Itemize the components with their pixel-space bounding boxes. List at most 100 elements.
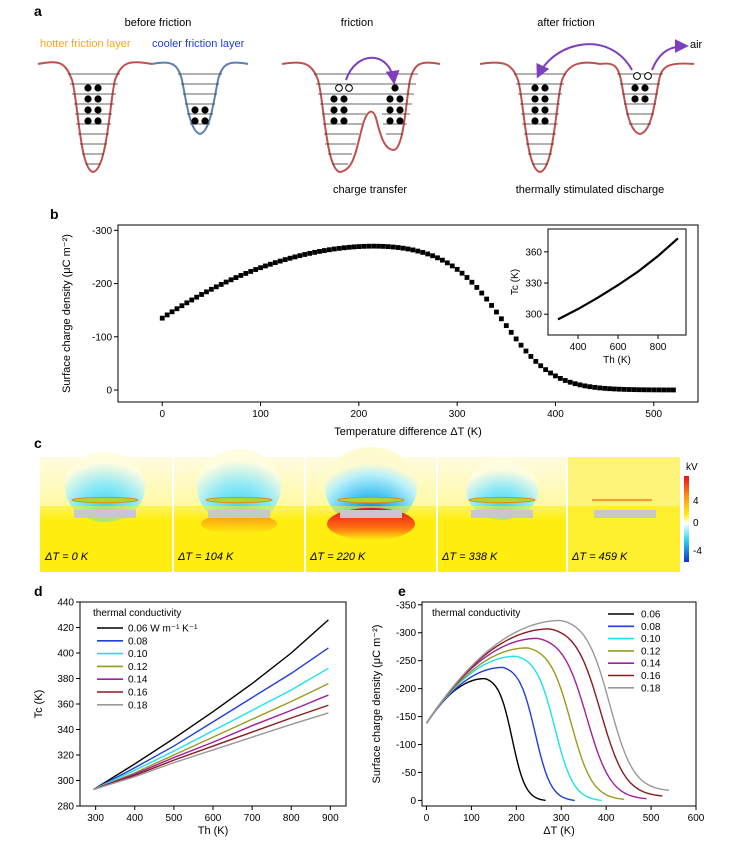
b-data-point [208, 286, 214, 292]
b-data-point [189, 297, 195, 303]
b-data-point [356, 244, 362, 249]
b-data-point [498, 316, 504, 322]
hot-potential-well [37, 61, 153, 174]
b-data-point [577, 382, 583, 388]
e-xtick-label: 400 [598, 813, 615, 824]
cooler-layer-label: cooler friction layer [152, 38, 245, 50]
b-data-point [464, 275, 470, 280]
b-data-point [656, 387, 662, 393]
d-series-line [93, 694, 329, 791]
b-data-point [626, 387, 632, 392]
d-legend-label: 0.16 [128, 688, 148, 699]
d-legend-label: 0.18 [128, 700, 148, 711]
b-data-point [366, 243, 372, 249]
b-data-point [612, 386, 617, 392]
b-data-point [287, 255, 293, 261]
b-inset-xtick-label: 600 [610, 342, 627, 353]
b-data-point [661, 387, 666, 393]
b-data-point [567, 379, 573, 385]
before-friction-title: before friction [125, 17, 192, 29]
thermal-discharge-label: thermally stimulated discharge [516, 184, 665, 196]
b-data-point [263, 263, 268, 269]
b-data-point [543, 367, 549, 373]
b-data-point [553, 373, 558, 379]
colorbar-tick-0: 0 [693, 518, 699, 529]
d-ytick-label: 280 [57, 802, 74, 813]
b-xtick-label: 200 [351, 409, 368, 420]
colorbar-unit: kV [686, 462, 698, 473]
b-data-point [523, 348, 529, 354]
b-data-point [371, 243, 376, 249]
b-data-point [592, 384, 598, 390]
e-legend-label: 0.10 [641, 634, 661, 645]
b-data-point [390, 244, 396, 250]
e-series-line [425, 666, 575, 802]
colorbar-tick-4: 4 [693, 496, 699, 507]
after-friction-wells [479, 39, 695, 174]
d-ytick-label: 320 [57, 751, 74, 762]
b-data-point [233, 275, 239, 280]
b-data-point [616, 386, 622, 392]
d-series-line [93, 682, 329, 791]
b-data-point [326, 247, 332, 253]
d-legend-label: 0.12 [128, 662, 148, 673]
b-xtick-label: 500 [645, 409, 662, 420]
b-data-point [631, 387, 637, 393]
b-data-point [562, 378, 568, 383]
b-data-point [430, 253, 435, 259]
e-xaxis-label: ΔT (K) [543, 825, 575, 837]
panel-e-chart: e 0 100 200 300 400 500 600 0 -50 -100 -150 -200 -25… [371, 584, 705, 837]
d-series-line [93, 712, 329, 791]
b-data-point [267, 261, 273, 267]
b-inset-ytick-label: 360 [525, 247, 542, 258]
e-xtick-label: 200 [508, 813, 525, 824]
b-inset-ytick-label: 300 [525, 310, 542, 321]
frame-label-104K: ΔT = 104 K [177, 551, 234, 563]
b-data-point [651, 387, 657, 393]
panel-label-b: b [50, 206, 59, 222]
b-data-point [415, 248, 421, 254]
b-data-point [597, 385, 603, 391]
e-xtick-label: 500 [643, 813, 660, 824]
panel-label-a: a [34, 3, 42, 19]
b-data-point [253, 267, 259, 272]
b-data-point [199, 292, 204, 297]
e-legend-label: 0.08 [641, 622, 661, 633]
b-data-point [277, 258, 283, 264]
b-xtick-label: 0 [159, 409, 165, 420]
e-ytick-label: -50 [402, 768, 417, 779]
field-frame-459K: ΔT = 459 K [568, 457, 680, 572]
d-xaxis-label: Th (K) [198, 825, 229, 837]
charge-transfer-label: charge transfer [333, 184, 407, 196]
d-legend-label: 0.06 W m⁻¹ K⁻¹ [128, 624, 198, 635]
b-data-point [503, 323, 509, 329]
d-ytick-label: 400 [57, 649, 74, 660]
b-data-point [213, 284, 219, 290]
e-ytick-label: -100 [396, 740, 416, 751]
panel-b-chart: b 0 100 200 300 400 500 0 -100 -200 -300 Temperatu… [50, 206, 699, 438]
b-inset-xtick-label: 800 [650, 342, 667, 353]
b-yaxis-label: Surface charge density (μC m⁻²) [61, 234, 73, 393]
b-data-point [218, 281, 224, 287]
b-data-point [381, 243, 386, 249]
b-inset-yaxis-label: Tc (K) [510, 269, 521, 295]
e-legend-label: 0.06 [641, 610, 661, 621]
d-xtick-label: 500 [166, 813, 183, 824]
b-inset-background [548, 229, 686, 335]
panel-label-d: d [34, 584, 43, 599]
b-data-point [671, 387, 676, 393]
e-series-line [425, 619, 670, 792]
d-ytick-label: 340 [57, 725, 74, 736]
e-yaxis-label: Surface charge density (μC m⁻²) [371, 625, 383, 784]
field-frame-220K: ΔT = 220 K [306, 447, 436, 572]
b-data-point [248, 269, 254, 274]
friction-wells [281, 56, 441, 174]
b-data-point [331, 246, 337, 252]
e-legend-title: thermal conductivity [432, 608, 520, 619]
frame-label-338K: ΔT = 338 K [441, 551, 498, 563]
b-data-point [508, 329, 514, 335]
b-ytick-label: 0 [106, 386, 112, 397]
b-data-point [425, 251, 431, 257]
e-xtick-label: 100 [463, 813, 480, 824]
b-data-point [317, 248, 322, 254]
